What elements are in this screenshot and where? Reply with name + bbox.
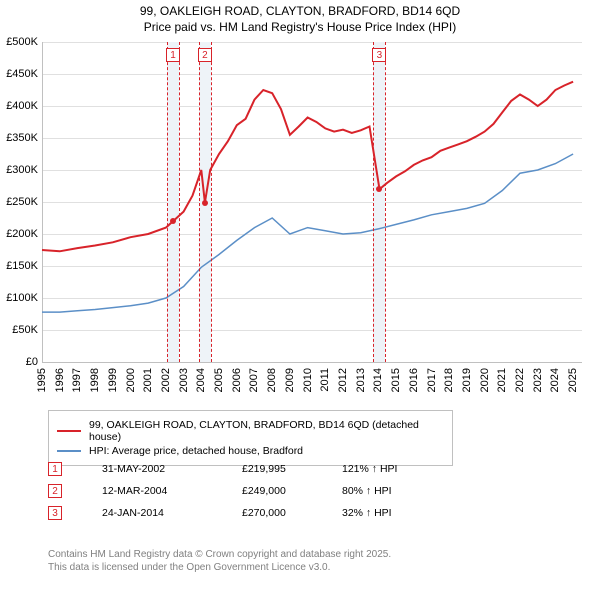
credits-line-2: This data is licensed under the Open Gov… xyxy=(48,561,391,574)
event-pct: 121% ↑ HPI xyxy=(342,463,397,475)
event-date: 31-MAY-2002 xyxy=(102,463,242,475)
legend-label: HPI: Average price, detached house, Brad… xyxy=(89,445,303,457)
x-tick-label: 2004 xyxy=(195,368,207,392)
x-tick-label: 2016 xyxy=(408,368,420,392)
credits-line-1: Contains HM Land Registry data © Crown c… xyxy=(48,548,391,561)
x-tick-label: 2015 xyxy=(390,368,402,392)
marker-dot xyxy=(170,218,176,224)
x-tick-label: 2012 xyxy=(337,368,349,392)
x-tick-label: 2009 xyxy=(284,368,296,392)
x-tick-label: 2001 xyxy=(142,368,154,392)
plot-inner: £0£50K£100K£150K£200K£250K£300K£350K£400… xyxy=(42,42,582,362)
x-tick-label: 2017 xyxy=(426,368,438,392)
x-tick-label: 1996 xyxy=(54,368,66,392)
marker-dashed-line xyxy=(211,42,212,362)
events-table: 1 31-MAY-2002£219,995121% ↑ HPI 2 12-MAR-20… xyxy=(48,458,397,524)
event-row: 3 24-JAN-2014£270,00032% ↑ HPI xyxy=(48,502,397,524)
x-tick-label: 2005 xyxy=(213,368,225,392)
x-tick-label: 2002 xyxy=(160,368,172,392)
marker-dashed-line xyxy=(167,42,168,362)
legend-swatch xyxy=(57,450,81,452)
x-tick-label: 2013 xyxy=(355,368,367,392)
y-tick-label: £500K xyxy=(0,36,38,48)
y-tick-label: £450K xyxy=(0,68,38,80)
legend-row: 99, OAKLEIGH ROAD, CLAYTON, BRADFORD, BD… xyxy=(57,419,444,443)
x-tick-label: 2019 xyxy=(461,368,473,392)
x-tick-label: 1995 xyxy=(36,368,48,392)
event-price: £219,995 xyxy=(242,463,342,475)
marker-number-box: 3 xyxy=(372,48,386,62)
x-axis-line xyxy=(42,362,582,363)
marker-dashed-line xyxy=(373,42,374,362)
series-svg xyxy=(42,42,582,362)
y-tick-label: £200K xyxy=(0,228,38,240)
x-tick-label: 2008 xyxy=(266,368,278,392)
legend-swatch xyxy=(57,430,81,432)
y-tick-label: £400K xyxy=(0,100,38,112)
x-tick-label: 1997 xyxy=(71,368,83,392)
event-price: £270,000 xyxy=(242,507,342,519)
event-row: 2 12-MAR-2004£249,00080% ↑ HPI xyxy=(48,480,397,502)
marker-number-box: 1 xyxy=(166,48,180,62)
y-tick-label: £0 xyxy=(0,356,38,368)
y-tick-label: £50K xyxy=(0,324,38,336)
series-line xyxy=(42,154,573,312)
marker-dashed-line xyxy=(179,42,180,362)
x-tick-label: 2014 xyxy=(372,368,384,392)
legend-row: HPI: Average price, detached house, Brad… xyxy=(57,445,444,457)
marker-dot xyxy=(202,200,208,206)
x-tick-label: 2022 xyxy=(514,368,526,392)
x-tick-label: 2021 xyxy=(496,368,508,392)
marker-number-box: 2 xyxy=(198,48,212,62)
y-tick-label: £100K xyxy=(0,292,38,304)
x-tick-label: 2003 xyxy=(178,368,190,392)
chart-area: £0£50K£100K£150K£200K£250K£300K£350K£400… xyxy=(42,42,582,362)
event-price: £249,000 xyxy=(242,485,342,497)
x-tick-label: 2020 xyxy=(479,368,491,392)
x-tick-label: 2007 xyxy=(248,368,260,392)
x-tick-label: 2006 xyxy=(231,368,243,392)
event-pct: 80% ↑ HPI xyxy=(342,485,392,497)
credits: Contains HM Land Registry data © Crown c… xyxy=(48,548,391,574)
legend-label: 99, OAKLEIGH ROAD, CLAYTON, BRADFORD, BD… xyxy=(89,419,444,443)
y-tick-label: £250K xyxy=(0,196,38,208)
event-marker-box: 3 xyxy=(48,506,62,520)
x-tick-label: 1998 xyxy=(89,368,101,392)
x-tick-label: 2011 xyxy=(319,368,331,392)
x-tick-label: 1999 xyxy=(107,368,119,392)
y-tick-label: £350K xyxy=(0,132,38,144)
marker-dot xyxy=(376,186,382,192)
event-marker-box: 2 xyxy=(48,484,62,498)
title-area: 99, OAKLEIGH ROAD, CLAYTON, BRADFORD, BD… xyxy=(0,0,600,34)
marker-dashed-line xyxy=(385,42,386,362)
series-line xyxy=(42,82,573,252)
title-line-2: Price paid vs. HM Land Registry's House … xyxy=(0,20,600,34)
x-tick-label: 2010 xyxy=(302,368,314,392)
x-tick-label: 2025 xyxy=(567,368,579,392)
title-line-1: 99, OAKLEIGH ROAD, CLAYTON, BRADFORD, BD… xyxy=(0,4,600,18)
y-tick-label: £300K xyxy=(0,164,38,176)
x-tick-label: 2018 xyxy=(443,368,455,392)
x-tick-label: 2000 xyxy=(125,368,137,392)
x-tick-label: 2024 xyxy=(549,368,561,392)
y-tick-label: £150K xyxy=(0,260,38,272)
chart-root: { "title_line1": "99, OAKLEIGH ROAD, CLA… xyxy=(0,0,600,590)
x-tick-label: 2023 xyxy=(532,368,544,392)
event-date: 12-MAR-2004 xyxy=(102,485,242,497)
event-row: 1 31-MAY-2002£219,995121% ↑ HPI xyxy=(48,458,397,480)
marker-dashed-line xyxy=(199,42,200,362)
event-marker-box: 1 xyxy=(48,462,62,476)
event-date: 24-JAN-2014 xyxy=(102,507,242,519)
event-pct: 32% ↑ HPI xyxy=(342,507,392,519)
